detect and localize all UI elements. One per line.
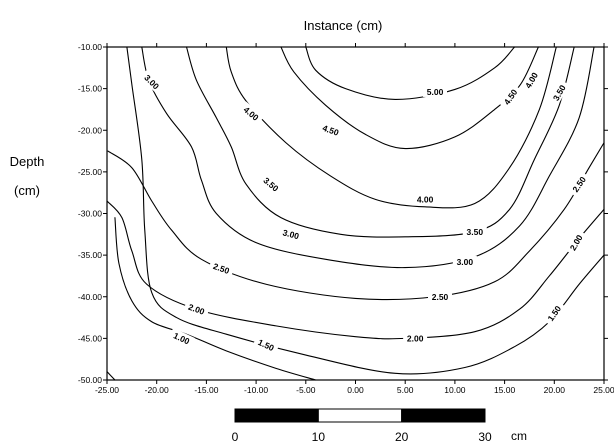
contour-label-bg [183, 299, 210, 319]
contour-label-group: 2.00 [403, 332, 428, 344]
y-tick-label: -20.00 [78, 125, 102, 135]
y-tick-label: -40.00 [78, 292, 102, 302]
contour-label-group: 2.50 [427, 290, 452, 302]
scale-bar: 0 10 20 30 cm [232, 408, 527, 444]
contour-label-bg [278, 225, 305, 243]
contour-label-group: 4.00 [413, 193, 438, 205]
contour-label: 5.00 [427, 87, 444, 97]
x-tick-label: 10.00 [444, 385, 466, 395]
contour-label-group: 3.50 [462, 225, 487, 237]
contour-label-bg [208, 258, 235, 278]
y-axis-label-line-2: (cm) [14, 183, 40, 198]
chart-title: Instance (cm) [304, 18, 383, 33]
contour-line-edge [106, 371, 116, 381]
contour-label: 2.50 [432, 292, 449, 302]
scale-bar-segment [317, 408, 403, 423]
contour-label-bg [567, 171, 591, 198]
y-axis-label-line-1: Depth [10, 154, 45, 169]
y-tick-label: -15.00 [78, 84, 102, 94]
y-tick-label: -50.00 [78, 375, 102, 385]
scale-bar-label: 20 [395, 430, 409, 444]
contour-label-bg [427, 290, 452, 302]
contour-label-bg [452, 255, 477, 267]
y-tick-label: -30.00 [78, 209, 102, 219]
contour-label-bg [253, 334, 280, 355]
contour-label: 3.50 [467, 227, 484, 237]
contour-label-bg [462, 225, 487, 237]
contour-label: 3.00 [457, 257, 474, 267]
y-tick-label: -35.00 [78, 250, 102, 260]
plot-layer [106, 46, 605, 381]
contour-line-2-00 [106, 200, 605, 340]
contour-label-bg [423, 85, 448, 97]
x-tick-label: 5.00 [397, 385, 414, 395]
contour-label-group: 3.00 [452, 255, 477, 267]
y-ticks: -10.00 -15.00 -20.00 -25.00 -30.00 -35.00 -40.… [78, 42, 608, 385]
contour-label-bg [542, 300, 566, 327]
contour-label-bg [520, 66, 542, 94]
scale-bar-label: 0 [232, 430, 239, 444]
contour-label-bg [139, 69, 165, 94]
contour-label-bg [403, 332, 428, 344]
contour-line-2-50 [107, 142, 605, 301]
contour-label-group: 3.00 [278, 225, 305, 243]
x-tick-label: 15.00 [494, 385, 516, 395]
scale-bar-label: 10 [312, 430, 326, 444]
contour-label-bg [564, 229, 587, 256]
contour-label: 4.00 [417, 194, 434, 204]
contour-lines [106, 46, 605, 381]
x-tick-label: 20.00 [544, 385, 566, 395]
contour-label-bg [498, 83, 522, 110]
contour-label-bg [238, 101, 265, 126]
x-tick-label: 25.00 [593, 385, 614, 395]
contour-line-3-00 [141, 46, 595, 269]
contour-label: 3.00 [282, 227, 301, 241]
contour-line-4-00 [225, 46, 557, 209]
x-tick-label: -25.00 [95, 385, 119, 395]
scale-bar-unit: cm [511, 429, 527, 443]
contour-label-bg [258, 172, 285, 196]
y-tick-label: -45.00 [78, 333, 102, 343]
y-tick-label: -25.00 [78, 167, 102, 177]
contour-label-bg [548, 79, 570, 106]
contour-label-bg [168, 327, 195, 348]
x-tick-label: -15.00 [194, 385, 218, 395]
contour-label: 2.00 [407, 333, 424, 343]
contour-line-1-00 [114, 217, 317, 381]
scale-bar-segment [234, 408, 319, 423]
scale-bar-label: 30 [478, 430, 492, 444]
plot-frame [106, 46, 605, 381]
contour-label-bg [413, 193, 438, 205]
x-tick-label: 0.00 [347, 385, 364, 395]
x-tick-label: -10.00 [244, 385, 268, 395]
y-tick-label: -10.00 [78, 42, 102, 52]
contour-label-group: 5.00 [423, 85, 448, 97]
x-tick-label: -20.00 [145, 385, 169, 395]
x-ticks: -25.00 -20.00 -15.00 -10.00 -5.00 0.00 5.00 10.… [95, 43, 614, 395]
contour-line-3-50 [185, 46, 575, 238]
contour-line-5-00 [305, 46, 516, 101]
contour-label-bg [317, 120, 344, 140]
x-tick-label: -5.00 [296, 385, 316, 395]
scale-bar-segment [401, 408, 486, 423]
